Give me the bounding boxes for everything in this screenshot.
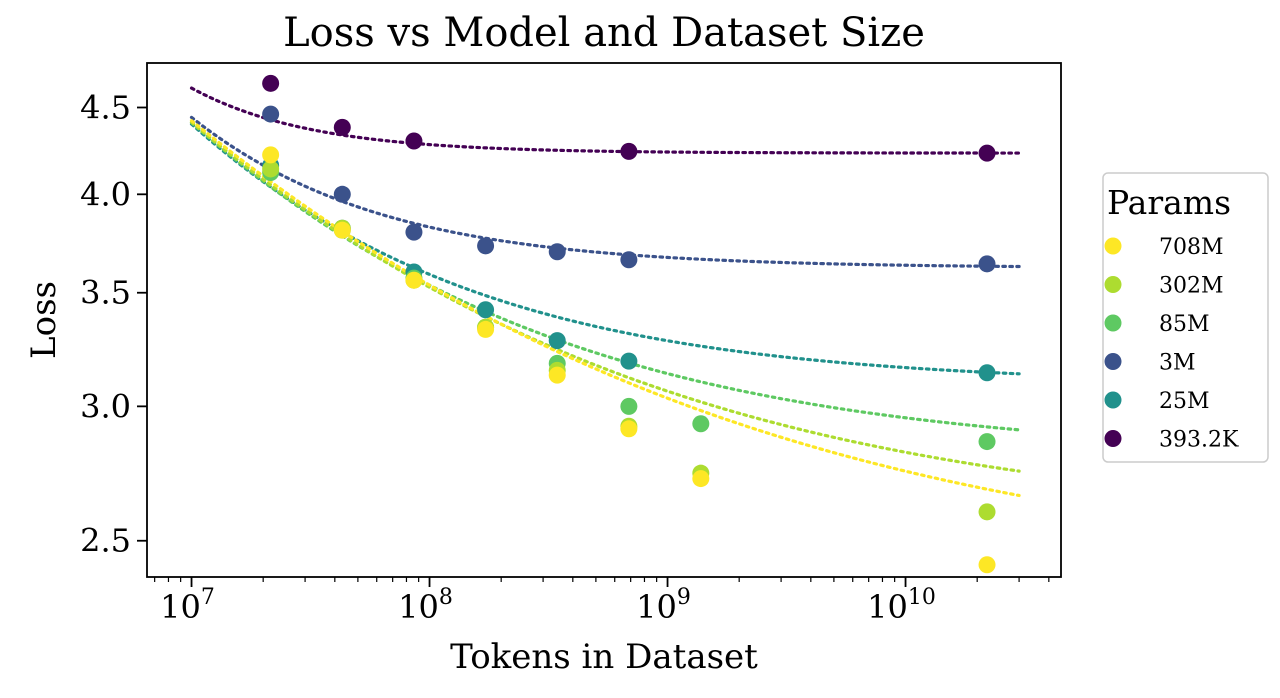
data-point [333,185,351,203]
y-tick-label: 3.0 [80,387,131,425]
fit-line-25m [189,122,1021,376]
legend-label: 393.2K [1159,428,1239,453]
data-point [333,118,351,136]
data-point [978,556,996,574]
data-point [548,243,566,261]
data-point [548,366,566,384]
data-point [477,237,495,255]
data-point [978,144,996,162]
legend: Params 708M 302M 85M 3M 25M 393.2K [1102,172,1269,463]
fit-line-302m [189,120,1021,473]
legend-marker [1104,314,1122,332]
legend-frame [1102,172,1269,463]
fit-line-708m [189,119,1021,498]
x-tick-label: 109 [636,585,691,626]
legend-label: 85M [1159,312,1210,337]
x-tick-label: 108 [398,585,453,626]
legend-items: 708M 302M 85M 3M 25M 393.2K [1104,235,1239,453]
data-point [692,415,710,433]
fit-line-3m [189,115,1021,269]
series-708m [262,146,996,574]
legend-label: 3M [1159,351,1196,376]
data-point [405,132,423,150]
data-point [262,105,280,123]
series-85m [262,164,996,451]
data-point [620,251,638,269]
data-point [548,332,566,350]
x-axis: 107 108 109 1010 [154,577,1050,626]
data-point [978,364,996,382]
legend-marker [1104,237,1122,255]
legend-marker [1104,391,1122,409]
legend-marker [1104,430,1122,447]
data-point [262,146,280,164]
fit-line-3932k [189,86,1021,155]
x-axis-label: Tokens in Dataset [450,637,758,677]
series-302m [262,160,996,521]
data-point [405,223,423,241]
legend-title: Params [1107,183,1231,222]
data-point [978,433,996,451]
y-tick-label: 2.5 [80,522,131,560]
data-point [262,74,280,92]
plot-frame [146,62,1062,578]
data-point [477,301,495,319]
x-tick-label: 107 [160,585,215,626]
data-point [978,255,996,273]
legend-label: 25M [1159,389,1210,414]
chart-title: Loss vs Model and Dataset Size [283,10,925,56]
data-point [333,221,351,239]
plot-area [189,74,1021,574]
y-tick-label: 4.0 [80,175,131,213]
x-tick-label: 1010 [867,585,936,626]
y-tick-label: 4.5 [80,88,131,126]
data-point [978,503,996,521]
fit-line-85m [189,120,1021,432]
series-25m [262,156,996,382]
data-point [262,160,280,178]
y-axis: 2.5 3.0 3.5 4.0 4.5 [80,88,147,560]
data-point [620,142,638,160]
legend-label: 302M [1159,274,1224,299]
data-point [692,470,710,488]
data-point [620,352,638,370]
legend-marker [1104,353,1122,370]
data-point [405,271,423,289]
y-tick-label: 3.5 [80,274,131,312]
legend-label: 708M [1159,235,1224,260]
data-point [620,420,638,438]
series-3m [262,105,996,273]
series-3932k [262,74,996,162]
data-point [620,397,638,415]
data-point [477,320,495,338]
legend-marker [1104,276,1122,293]
y-axis-label: Loss [24,281,64,359]
